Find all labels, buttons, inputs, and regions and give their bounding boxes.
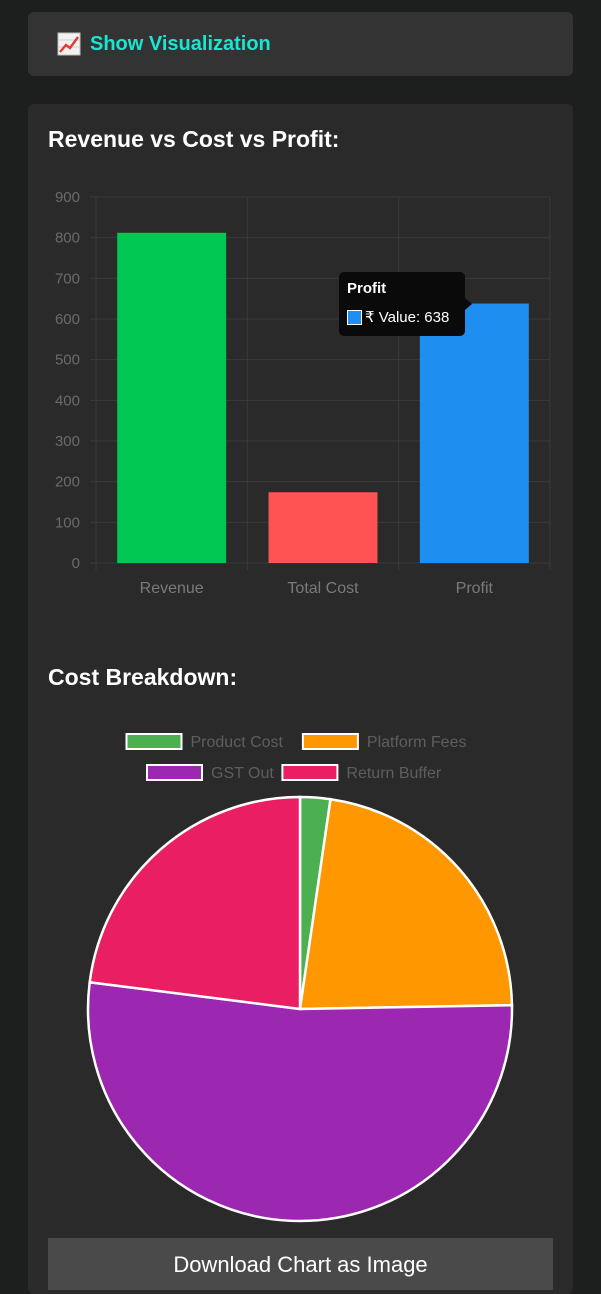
legend-swatch-3: [281, 764, 339, 781]
bar-chart-title: Revenue vs Cost vs Profit:: [48, 126, 340, 152]
y-tick-label-5: 500: [55, 352, 80, 369]
y-tick-label-6: 600: [55, 311, 80, 328]
show-visualization-toggle[interactable]: Show Visualization: [28, 12, 573, 76]
x-tick-label-2: Profit: [456, 580, 494, 597]
y-tick-label-2: 200: [55, 474, 80, 491]
pie-slice-platform-fees[interactable]: [298, 797, 514, 1011]
y-tick-label-9: 900: [55, 189, 80, 206]
bar-total-cost[interactable]: [268, 492, 378, 563]
y-tick-label-3: 300: [55, 433, 80, 450]
download-chart-button[interactable]: Download Chart as Image: [48, 1238, 553, 1290]
y-tick-label-1: 100: [55, 514, 80, 531]
bar-revenue[interactable]: [117, 232, 227, 563]
pie-slice-return-buffer[interactable]: [88, 795, 302, 1011]
x-tick-label-1: Total Cost: [287, 580, 359, 597]
legend-label-3[interactable]: Return Buffer: [346, 765, 442, 782]
legend-label-0[interactable]: Product Cost: [191, 734, 284, 751]
tooltip-caret: [465, 298, 472, 310]
y-tick-label-7: 700: [55, 270, 80, 287]
y-tick-label-0: 0: [72, 555, 80, 572]
tooltip-value: ₹ Value: 638: [365, 309, 450, 326]
legend-swatch-0: [125, 733, 183, 750]
legend-swatch-1: [301, 733, 359, 750]
bar-profit[interactable]: [419, 303, 529, 563]
x-tick-label-0: Revenue: [140, 580, 204, 597]
y-tick-label-4: 400: [55, 392, 80, 409]
pie-slice-gst-out[interactable]: [86, 980, 514, 1223]
visualization-panel: Revenue vs Cost vs Profit: 0 100 200 300 400…: [28, 104, 573, 1294]
legend-swatch-2: [146, 764, 203, 781]
y-tick-label-8: 800: [55, 230, 80, 247]
show-visualization-label: Show Visualization: [90, 32, 271, 55]
tooltip-title: Profit: [347, 280, 387, 297]
tooltip-value-row: ₹ Value: 638: [347, 308, 449, 326]
legend-label-1[interactable]: Platform Fees: [367, 734, 467, 751]
bar-chart: 0 100 200 300 400 500 600 700 800 900 Revenue Total…: [55, 189, 551, 597]
legend-label-2[interactable]: GST Out: [211, 765, 274, 782]
tooltip-color-swatch: [347, 309, 362, 325]
chart-tooltip: Profit ₹ Value: 638: [339, 272, 472, 336]
chart-increasing-icon: [56, 31, 82, 57]
pie-chart: Product Cost Platform Fees GST Out Return B…: [86, 733, 514, 1223]
pie-chart-title: Cost Breakdown:: [48, 664, 238, 690]
